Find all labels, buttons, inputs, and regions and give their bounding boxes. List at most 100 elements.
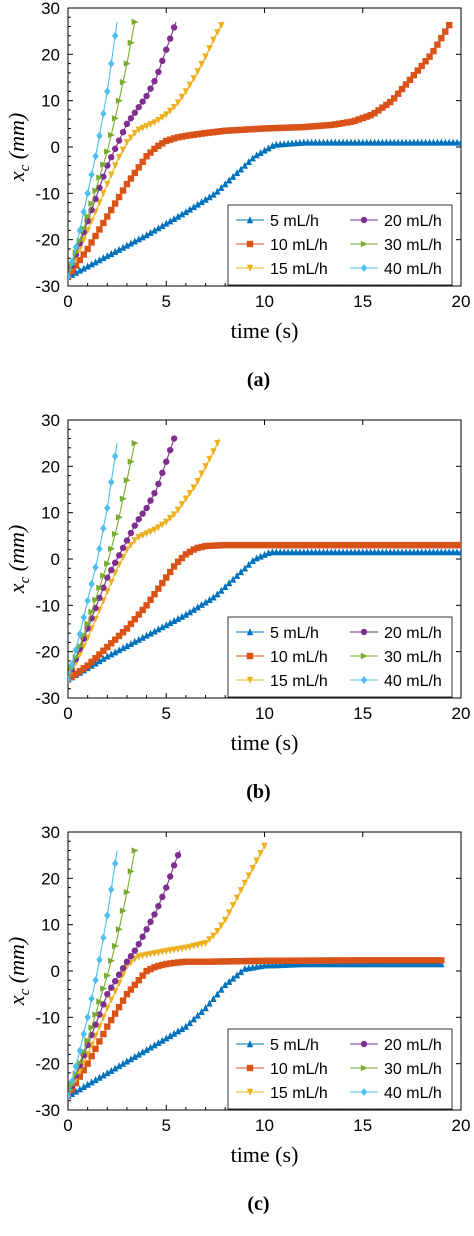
data-point	[131, 947, 139, 954]
x-tick-label: 5	[162, 704, 171, 723]
data-point	[123, 990, 131, 998]
data-point	[163, 1034, 170, 1042]
data-point	[320, 541, 327, 549]
legend-label: 20 mL/h	[384, 1037, 442, 1054]
data-point	[390, 957, 398, 964]
data-point	[119, 997, 127, 1004]
data-point	[335, 120, 343, 127]
data-point	[100, 654, 107, 662]
legend-marker	[246, 240, 254, 248]
panel-caption: (b)	[246, 781, 270, 803]
legend	[227, 616, 453, 698]
y-tick-label: 20	[41, 457, 60, 476]
data-point	[100, 161, 108, 168]
x-tick-label: 0	[63, 704, 72, 723]
y-tick-label: -30	[35, 689, 60, 708]
data-point	[265, 541, 272, 549]
data-point	[265, 144, 272, 152]
data-point	[186, 205, 194, 213]
data-point	[257, 125, 264, 132]
data-point	[111, 859, 119, 868]
data-point	[163, 46, 170, 53]
data-point	[155, 902, 162, 910]
data-point	[135, 611, 142, 618]
legend-entry: 5 mL/h	[236, 213, 319, 230]
data-point	[277, 124, 284, 132]
data-point	[115, 137, 123, 144]
data-point	[371, 957, 378, 964]
panel-caption: (c)	[247, 1193, 269, 1215]
data-point	[261, 957, 268, 965]
data-point	[88, 170, 95, 179]
data-point	[190, 546, 197, 553]
data-point	[190, 484, 197, 492]
data-point	[72, 645, 80, 654]
data-point	[328, 957, 335, 964]
data-point	[343, 957, 351, 964]
data-point	[143, 504, 150, 512]
data-point	[143, 951, 150, 959]
data-point	[96, 955, 103, 964]
data-point	[367, 112, 374, 119]
data-point	[108, 478, 115, 487]
data-point	[92, 563, 99, 572]
data-point	[96, 1038, 103, 1045]
data-point	[111, 559, 119, 566]
x-tick-label: 20	[452, 1116, 471, 1135]
y-tick-label: 30	[41, 0, 60, 18]
data-point	[151, 145, 158, 153]
data-point	[253, 957, 260, 965]
data-point	[131, 169, 139, 177]
legend-entry: 15 mL/h	[236, 261, 328, 278]
data-point	[76, 256, 83, 264]
data-point	[257, 148, 264, 156]
data-point	[206, 958, 213, 965]
data-point	[155, 224, 162, 232]
data-point	[237, 126, 245, 134]
data-point	[218, 183, 225, 191]
data-point	[155, 68, 162, 76]
data-point	[84, 620, 92, 628]
data-point	[92, 258, 99, 266]
data-point	[100, 572, 108, 579]
data-point	[182, 1022, 190, 1030]
data-point	[174, 614, 182, 622]
data-point	[359, 957, 366, 964]
legend-label: 15 mL/h	[270, 1085, 328, 1102]
data-point	[143, 122, 150, 130]
data-point	[135, 103, 142, 111]
data-point	[68, 272, 72, 281]
data-point	[194, 477, 201, 485]
data-point	[190, 203, 197, 211]
data-point	[210, 448, 217, 456]
data-point	[151, 1041, 158, 1049]
legend-label: 5 mL/h	[270, 1037, 319, 1054]
data-point	[76, 1046, 83, 1055]
data-point	[367, 957, 374, 964]
data-point	[80, 665, 87, 672]
data-point	[218, 958, 225, 965]
data-point	[190, 958, 197, 965]
data-point	[123, 625, 131, 632]
data-point	[430, 47, 437, 55]
data-point	[218, 985, 225, 993]
y-tick-label: 0	[51, 550, 60, 569]
data-point	[229, 541, 237, 549]
data-point	[202, 598, 209, 606]
data-point	[174, 506, 182, 514]
y-tick-label: -20	[35, 1055, 60, 1074]
data-point	[206, 455, 213, 463]
data-point	[194, 603, 201, 611]
data-point	[202, 542, 209, 550]
data-point	[198, 198, 205, 206]
data-point	[206, 595, 213, 603]
data-point	[229, 172, 237, 180]
legend-label: 40 mL/h	[384, 261, 442, 278]
data-point	[96, 544, 103, 553]
data-point	[237, 165, 245, 173]
data-point	[135, 235, 142, 243]
data-point	[233, 571, 241, 579]
data-point	[241, 879, 249, 887]
legend-marker	[360, 1088, 368, 1096]
data-point	[390, 95, 398, 102]
